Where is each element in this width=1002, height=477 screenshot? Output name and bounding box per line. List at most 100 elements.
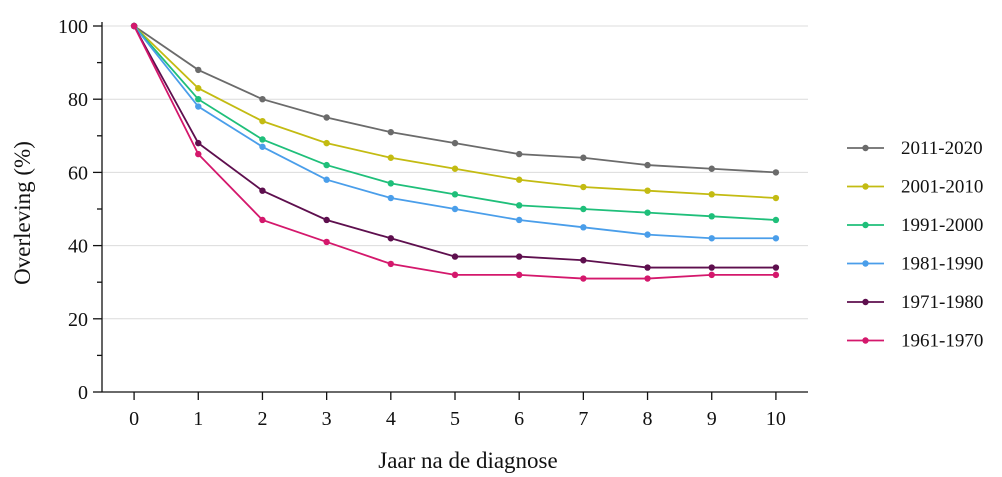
data-point-1961-1970-x2	[259, 216, 266, 224]
y-tick-label-60: 60	[68, 162, 88, 184]
data-point-1971-1980-x9	[708, 264, 715, 271]
data-point-1961-1970-x10	[772, 271, 780, 279]
x-tick-label-6: 6	[514, 408, 524, 430]
data-point-1981-1990-x5	[451, 205, 459, 213]
data-point-1961-1970-x3	[323, 238, 330, 246]
data-point-2011-2020-x7	[580, 154, 587, 161]
series-line-1971-1980	[133, 25, 776, 269]
data-point-1961-1970-x8	[644, 275, 651, 282]
data-point-1981-1990-x10	[772, 235, 780, 242]
y-tick-label-80: 80	[68, 89, 88, 111]
legend-marker-1981-1990	[862, 260, 869, 267]
x-tick-label-3: 3	[322, 408, 332, 430]
legend-marker-2001-2010	[862, 183, 869, 190]
data-point-2011-2020-x6	[515, 150, 523, 158]
data-point-2011-2020-x5	[451, 139, 459, 147]
data-point-2001-2010-x9	[708, 191, 715, 198]
x-tick-label-5: 5	[450, 408, 460, 430]
data-point-2011-2020-x1	[195, 66, 202, 74]
legend: 2011-2020 2001-2010 1991-2000 1981-1990 1971…	[847, 138, 983, 352]
data-point-1991-2000-x1	[195, 96, 202, 103]
data-point-1981-1990-x4	[387, 194, 395, 202]
legend-marker-1971-1980	[862, 298, 869, 306]
data-point-2001-2010-x2	[259, 117, 266, 125]
data-point-1961-1970-x1	[195, 150, 202, 158]
data-point-1971-1980-x7	[580, 257, 587, 264]
data-point-2011-2020-x3	[323, 114, 330, 121]
data-point-2011-2020-x8	[644, 161, 651, 169]
x-tick-label-2: 2	[257, 408, 267, 430]
x-axis-title: Jaar na de diagnose	[378, 448, 557, 473]
y-axis-title: Overleving (%)	[10, 141, 35, 285]
legend-label-1961-1970: 1961-1970	[901, 331, 983, 352]
series-line-1961-1970	[133, 25, 776, 280]
data-point-1971-1980-x8	[644, 264, 651, 271]
data-point-2011-2020-x9	[708, 165, 715, 172]
x-tick-label-9: 9	[707, 408, 717, 430]
data-point-1991-2000-x6	[515, 202, 523, 209]
legend-item-2011-2020: 2011-2020	[847, 138, 983, 159]
series-line-1991-2000	[133, 25, 776, 221]
legend-label-2001-2010: 2001-2010	[901, 177, 983, 198]
legend-item-1981-1990: 1981-1990	[847, 254, 983, 275]
x-tick-label-8: 8	[643, 408, 653, 430]
y-tick-label-100: 100	[58, 16, 88, 38]
data-point-1971-1980-x1	[195, 139, 202, 147]
data-point-1991-2000-x4	[387, 180, 395, 187]
x-tick-label-7: 7	[578, 408, 588, 430]
x-tick-label-1: 1	[193, 408, 203, 430]
data-point-1991-2000-x7	[580, 205, 587, 213]
legend-label-2011-2020: 2011-2020	[901, 138, 983, 159]
data-point-1981-1990-x1	[195, 103, 202, 110]
data-point-2001-2010-x8	[644, 187, 651, 194]
data-point-2001-2010-x10	[772, 194, 780, 202]
legend-item-1991-2000: 1991-2000	[847, 215, 983, 236]
data-point-2011-2020-x4	[387, 128, 395, 136]
legend-label-1991-2000: 1991-2000	[901, 215, 983, 236]
data-point-1971-1980-x3	[323, 216, 330, 224]
data-point-1981-1990-x7	[580, 224, 587, 231]
data-point-2011-2020-x2	[259, 96, 266, 103]
series-1971-1980	[130, 22, 780, 271]
data-point-1961-1970-x6	[515, 271, 523, 279]
legend-item-2001-2010: 2001-2010	[847, 177, 983, 198]
data-point-1971-1980-x2	[259, 187, 266, 194]
y-tick-label-40: 40	[68, 236, 88, 258]
data-point-1981-1990-x6	[515, 216, 523, 224]
y-ticks: 0 20 40 60 80 100	[58, 16, 102, 404]
data-point-1981-1990-x8	[644, 231, 651, 238]
data-point-1981-1990-x2	[259, 143, 266, 150]
data-point-1961-1970-x7	[580, 275, 587, 282]
legend-item-1971-1980: 1971-1980	[847, 292, 983, 313]
data-point-1971-1980-x10	[772, 264, 780, 271]
data-point-1991-2000-x5	[451, 191, 459, 198]
x-tick-label-4: 4	[386, 408, 396, 430]
data-point-2001-2010-x5	[451, 165, 459, 172]
legend-marker-1991-2000	[862, 221, 869, 229]
data-point-1981-1990-x9	[708, 235, 715, 242]
legend-marker-1961-1970	[862, 337, 869, 344]
data-point-1971-1980-x4	[387, 235, 395, 242]
series-1961-1970	[130, 22, 780, 282]
data-point-1991-2000-x9	[708, 213, 715, 220]
x-tick-label-0: 0	[129, 408, 139, 430]
data-point-1981-1990-x3	[323, 176, 330, 183]
data-point-1991-2000-x2	[259, 136, 266, 143]
data-point-2001-2010-x6	[515, 176, 523, 183]
x-tick-label-10: 10	[766, 408, 786, 430]
data-point-1971-1980-x5	[451, 253, 459, 260]
data-point-1961-1970-x9	[708, 271, 715, 279]
series-2001-2010	[130, 22, 780, 202]
data-point-1961-1970-x4	[387, 260, 395, 268]
legend-marker-2011-2020	[862, 144, 869, 152]
series-2011-2020	[130, 22, 780, 176]
data-point-2001-2010-x4	[387, 154, 395, 161]
data-point-1961-1970-x5	[451, 271, 459, 279]
data-point-1991-2000-x3	[323, 161, 330, 169]
data-point-2001-2010-x3	[323, 139, 330, 147]
data-point-1991-2000-x8	[644, 209, 651, 216]
data-point-2011-2020-x10	[772, 169, 780, 176]
y-tick-label-0: 0	[78, 382, 88, 404]
legend-label-1971-1980: 1971-1980	[901, 292, 983, 313]
